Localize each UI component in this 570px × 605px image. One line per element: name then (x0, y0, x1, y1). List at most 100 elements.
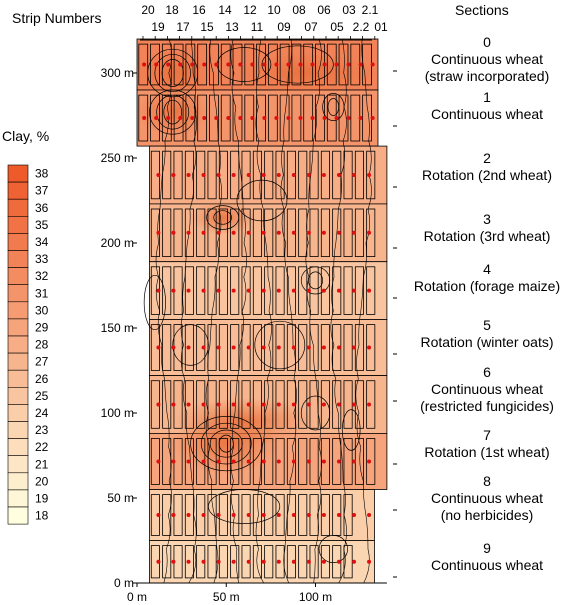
sample-point (156, 513, 161, 517)
colorbar-label: 28 (35, 338, 49, 352)
contour-line (149, 89, 197, 135)
contour-line (163, 99, 182, 125)
sample-point (201, 459, 206, 464)
y-tick-label: 150 m (101, 321, 134, 335)
plot-rectangle (298, 266, 308, 315)
sample-point (186, 559, 191, 564)
strip-number-top: 12 (243, 3, 257, 17)
axes: 0 m 50 m 100 m 150 m 200 m 250 m 300 m 0 m 50 m 1… (101, 66, 387, 604)
sample-point (216, 288, 221, 293)
contour-line (190, 416, 263, 472)
plot-rectangle (298, 438, 308, 485)
contour-line (205, 38, 222, 584)
plot-rectangle (197, 43, 208, 86)
sample-point (352, 402, 357, 407)
plot-rectangle (320, 208, 330, 257)
plot-rectangle (252, 545, 262, 579)
plot-rectangle (275, 380, 285, 429)
colorbar-swatch (7, 421, 29, 439)
sample-point (201, 173, 206, 177)
section-name: Rotation (2nd wheat) (422, 167, 552, 183)
sample-point (186, 230, 191, 235)
contour-line (143, 274, 166, 331)
contour-line (261, 45, 334, 84)
section-number: 7 (483, 427, 491, 443)
sample-point (336, 345, 341, 350)
strip-number-bottom: 11 (251, 20, 264, 34)
section-name: Continuous wheat (431, 381, 543, 397)
sample-point (216, 459, 221, 464)
sample-point (336, 288, 341, 293)
sample-point (231, 402, 236, 407)
sample-point (306, 173, 311, 177)
plot-rectangle (207, 494, 217, 536)
sample-point (298, 62, 303, 67)
section-name-detail: (no herbicides) (441, 507, 534, 523)
strip-number-bottom: 17 (176, 20, 190, 34)
sample-point (216, 559, 221, 564)
sample-point (306, 345, 311, 350)
sample-point (214, 62, 219, 67)
x-tick-label: 0 m (127, 590, 147, 604)
colorbar-swatch (7, 301, 29, 320)
sample-point (216, 230, 221, 235)
section-name-detail: (straw incorporated) (425, 68, 550, 84)
strip-number-top: 20 (141, 3, 155, 17)
plot-rectangle (207, 438, 217, 485)
plot-rectangle (207, 266, 217, 315)
plot-rectangle (162, 545, 172, 579)
sample-point (321, 513, 326, 517)
sample-point (321, 288, 326, 293)
x-tick-label: 50 m (213, 590, 240, 604)
sample-point (262, 116, 267, 121)
section-name: Rotation (3rd wheat) (424, 228, 551, 244)
colorbar-swatch (7, 489, 29, 508)
colorbar-label: 34 (35, 235, 49, 249)
plot-rectangle (150, 94, 160, 142)
section-number: 5 (483, 317, 491, 333)
plot-rectangle (209, 43, 219, 86)
plot-rectangle (298, 545, 308, 579)
sample-point (246, 559, 251, 564)
contour-line (154, 53, 191, 93)
sample-point (166, 62, 171, 67)
plot-rectangle (162, 438, 172, 485)
sample-point (336, 173, 341, 177)
plot-rectangle (366, 150, 376, 200)
sample-point (310, 62, 315, 67)
plot-rectangle (207, 150, 217, 200)
contour-line (180, 38, 197, 584)
colorbar-label: 36 (35, 201, 49, 215)
colorbar-swatch (7, 352, 29, 371)
plot-rectangle (320, 545, 330, 579)
sample-point (201, 402, 206, 407)
sample-point (178, 116, 183, 121)
plot-rectangle (209, 94, 219, 142)
sample-point (226, 62, 231, 67)
contour-line (200, 422, 252, 465)
plot-rectangle (207, 208, 217, 257)
strip-numbers-title: Strip Numbers (12, 10, 102, 26)
sample-point (156, 459, 161, 464)
plot-rectangle (252, 266, 262, 315)
colorbar-swatch (7, 506, 29, 525)
sample-point (336, 513, 341, 517)
plot-rectangle (184, 545, 194, 579)
strip-number-bottom: 01 (374, 20, 388, 34)
sample-point (321, 173, 326, 177)
sample-point (336, 230, 341, 235)
plot-rectangle (184, 266, 194, 315)
sample-points (142, 62, 375, 564)
plot-rectangle (185, 94, 196, 142)
section-name: Continuous wheat (431, 106, 543, 122)
sample-point (261, 513, 266, 517)
sample-point (142, 116, 147, 121)
sample-point (321, 230, 326, 235)
section-number: 2 (483, 150, 491, 166)
plot-rectangle (275, 494, 285, 536)
section-number: 1 (483, 89, 491, 105)
colorbar-label: 30 (35, 303, 49, 317)
plot-rectangle (275, 208, 285, 257)
sample-point (291, 459, 296, 464)
